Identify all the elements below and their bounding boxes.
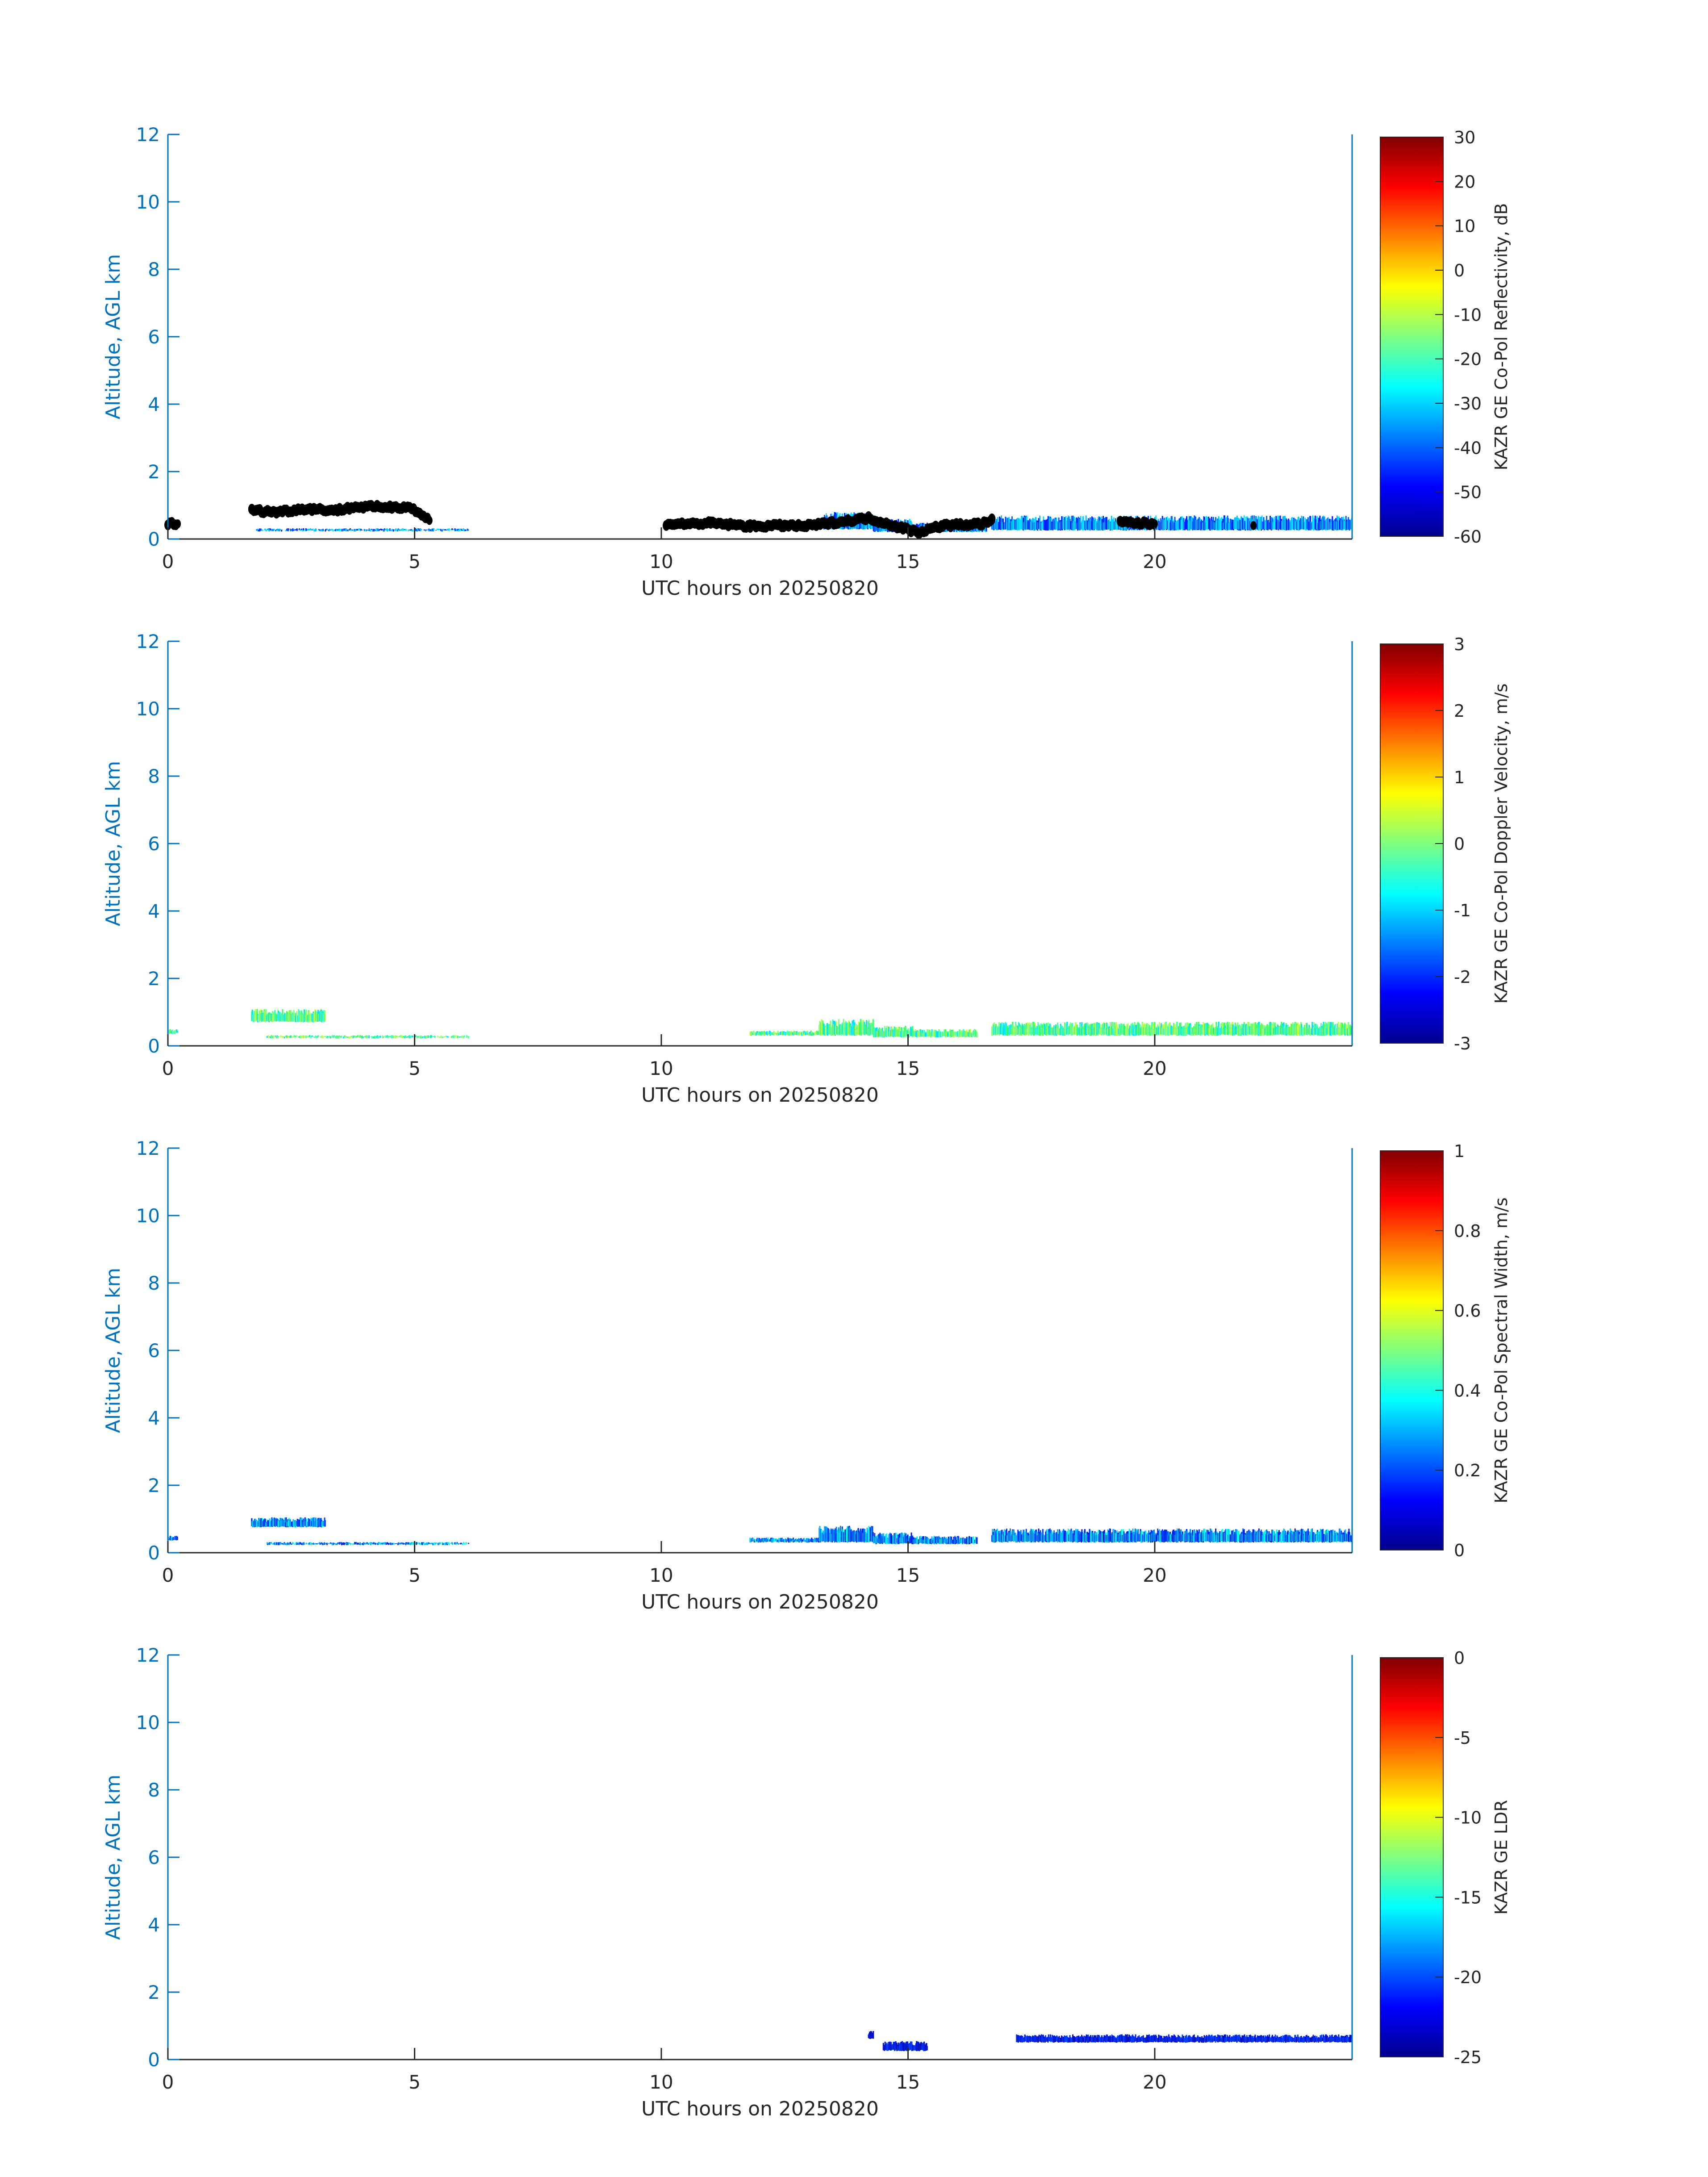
colorbar-tick-label: -1 xyxy=(1454,901,1471,920)
cloud-base-point xyxy=(1152,519,1158,529)
colorbar-tick-label: 0.8 xyxy=(1454,1221,1481,1241)
colorbar-tick-label: -3 xyxy=(1454,1034,1471,1053)
x-tick-label: 15 xyxy=(896,1564,920,1586)
x-tick-label: 15 xyxy=(896,1057,920,1079)
x-tick-label: 0 xyxy=(162,551,174,572)
x-tick-label: 10 xyxy=(649,1057,673,1079)
x-axis-label: UTC hours on 20250820 xyxy=(641,577,879,600)
colorbar-tick-label: 0.4 xyxy=(1454,1381,1481,1400)
y-tick-label: 0 xyxy=(148,1035,160,1057)
y-tick-label: 6 xyxy=(148,1340,160,1362)
colorbar-tick-label: -30 xyxy=(1454,394,1482,414)
colorbar xyxy=(1380,1150,1444,1550)
y-axis-label: Altitude, AGL km xyxy=(102,761,125,926)
cloud-base-point xyxy=(1250,521,1257,530)
y-tick-label: 8 xyxy=(148,765,160,787)
cloud-base-point xyxy=(426,516,433,525)
colorbar-tick-label: 0 xyxy=(1454,1541,1465,1560)
colorbar-tick-label: 30 xyxy=(1454,128,1475,147)
x-tick-label: 20 xyxy=(1143,551,1166,572)
y-tick-label: 4 xyxy=(148,393,160,415)
colorbar-tick-label: -2 xyxy=(1454,967,1471,987)
echo-layer xyxy=(167,1517,1353,1546)
colorbar-label: KAZR GE Co-Pol Doppler Velocity, m/s xyxy=(1491,683,1511,1003)
x-axis-label: UTC hours on 20250820 xyxy=(641,1084,879,1107)
colorbar-tick-label: -50 xyxy=(1454,483,1482,502)
echo-layer xyxy=(167,1009,1353,1039)
colorbar-tick-label: 0 xyxy=(1454,834,1465,854)
x-tick-label: 0 xyxy=(162,1057,174,1079)
y-tick-label: 10 xyxy=(136,1205,160,1227)
colorbar-tick-label: 1 xyxy=(1454,1141,1465,1161)
y-tick-label: 0 xyxy=(148,528,160,550)
x-tick-label: 20 xyxy=(1143,1564,1166,1586)
colorbar xyxy=(1380,643,1444,1044)
colorbar-label: KAZR GE Co-Pol Reflectivity, dB xyxy=(1491,203,1511,470)
y-tick-label: 4 xyxy=(148,1407,160,1429)
colorbar-tick-label: -10 xyxy=(1454,305,1482,325)
colorbar-tick-label: 20 xyxy=(1454,172,1475,192)
colorbar xyxy=(1380,137,1444,537)
y-tick-label: 2 xyxy=(148,968,160,990)
colorbar-tick-label: 1 xyxy=(1454,768,1465,787)
colorbar-tick-label: -20 xyxy=(1454,350,1482,369)
colorbar-tick-label: 0.6 xyxy=(1454,1301,1481,1321)
y-tick-label: 6 xyxy=(148,326,160,348)
y-tick-label: 6 xyxy=(148,833,160,855)
y-tick-label: 0 xyxy=(148,1542,160,1564)
colorbar-tick-label: -40 xyxy=(1454,438,1482,458)
echo-layer xyxy=(868,2031,1353,2052)
y-axis-label: Altitude, AGL km xyxy=(102,1268,125,1433)
y-axis-label: Altitude, AGL km xyxy=(102,254,125,419)
panel-1: 0 2 4 6 8 10 12 0 5 10 15 20 UTC hours on 20250820 Al… xyxy=(102,124,1511,600)
cloud-base-point xyxy=(989,516,995,525)
y-tick-label: 4 xyxy=(148,900,160,922)
colorbar-tick-label: -60 xyxy=(1454,527,1482,547)
x-tick-label: 5 xyxy=(409,1057,421,1079)
y-tick-label: 8 xyxy=(148,1272,160,1294)
x-axis-label: UTC hours on 20250820 xyxy=(641,1591,879,1613)
y-tick-label: 2 xyxy=(148,461,160,483)
x-tick-label: 5 xyxy=(409,551,421,572)
x-tick-label: 15 xyxy=(896,551,920,572)
colorbar-tick-label: 0 xyxy=(1454,261,1465,280)
x-tick-label: 20 xyxy=(1143,1057,1166,1079)
x-tick-label: 0 xyxy=(162,1564,174,1586)
y-tick-label: 12 xyxy=(136,124,160,146)
x-tick-label: 5 xyxy=(409,1564,421,1586)
y-tick-label: 10 xyxy=(136,191,160,213)
x-tick-label: 10 xyxy=(649,1564,673,1586)
y-tick-label: 12 xyxy=(136,1137,160,1159)
cloud-base-point xyxy=(175,519,181,529)
y-tick-label: 10 xyxy=(136,698,160,720)
colorbar-tick-label: 2 xyxy=(1454,701,1465,721)
y-tick-label: 2 xyxy=(148,1475,160,1496)
colorbar-label: KAZR GE Co-Pol Spectral Width, m/s xyxy=(1491,1197,1511,1503)
y-tick-label: 12 xyxy=(136,631,160,652)
colorbar-tick-label: 0.2 xyxy=(1454,1461,1481,1480)
x-tick-label: 10 xyxy=(649,551,673,572)
colorbar-tick-label: 3 xyxy=(1454,635,1465,654)
y-tick-label: 8 xyxy=(148,259,160,280)
colorbar-tick-label: 10 xyxy=(1454,217,1475,236)
